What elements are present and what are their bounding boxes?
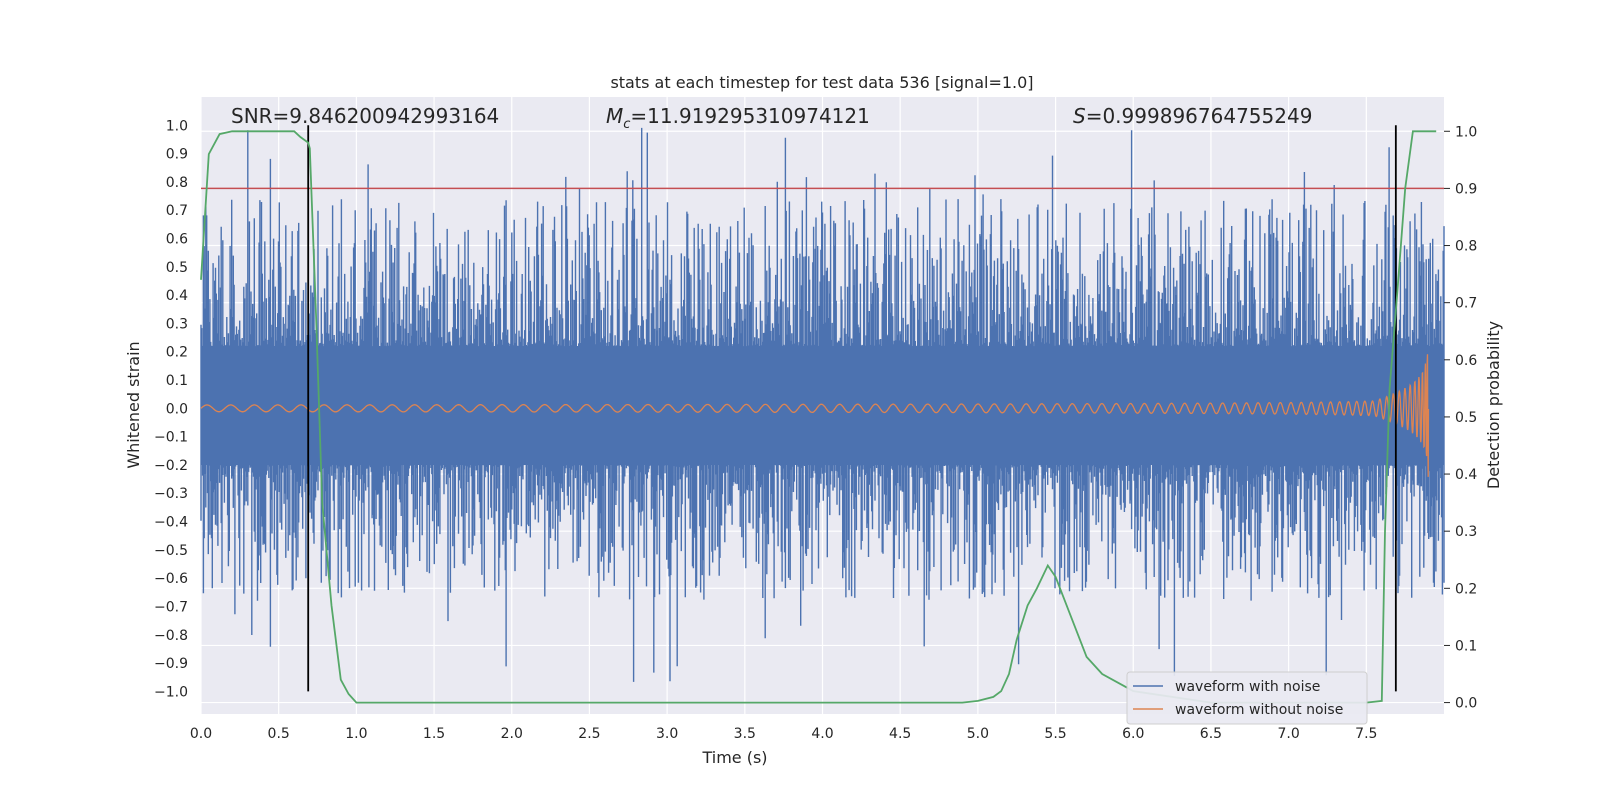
probability-line	[200, 130, 1437, 704]
y-tick-label: 0.3	[166, 316, 188, 332]
y-tick-label: 0.6	[166, 232, 188, 248]
y-tick-label: −0.9	[154, 656, 188, 672]
legend: waveform with noise waveform without noi…	[1126, 671, 1368, 725]
chirp-mass-annotation: Mc=11.919295310974121	[606, 104, 870, 132]
y-tick-label: 0.5	[166, 260, 188, 276]
mc-sub: c	[623, 117, 630, 132]
mc-value: =11.919295310974121	[630, 104, 869, 128]
y2-tick-label: 0.3	[1455, 524, 1477, 540]
s-value: =0.999896764755249	[1086, 104, 1313, 128]
y-tick-label: −0.8	[154, 628, 188, 644]
x-tick-label: 6.0	[1122, 726, 1144, 742]
y2-tick-label: 0.9	[1455, 181, 1477, 197]
y2-tick-label: 0.2	[1455, 581, 1477, 597]
y2-tick-label: 0.4	[1455, 467, 1477, 483]
y2-tick-label: 0.8	[1455, 239, 1477, 255]
x-tick-label: 3.0	[656, 726, 678, 742]
y2-tick-label: 0.6	[1455, 353, 1477, 369]
s-prefix: S	[1073, 104, 1086, 128]
y-tick-label: 0.1	[166, 373, 188, 389]
legend-box	[1126, 671, 1368, 725]
y-tick-label: −0.6	[154, 571, 188, 587]
x-tick-label: 2.0	[501, 726, 523, 742]
y2-tick-label: 1.0	[1455, 124, 1477, 140]
y2-tick-label: 0.5	[1455, 410, 1477, 426]
x-tick-label: 7.5	[1355, 726, 1377, 742]
series-waveform-without-noise	[200, 354, 1430, 477]
snr-annotation: SNR=9.846200942993164	[231, 104, 499, 128]
y-tick-label: −0.5	[154, 543, 188, 559]
y-tick-label: 0.2	[166, 345, 188, 361]
y2-tick-label: 0.7	[1455, 296, 1477, 312]
y-axis-label: Whitened strain	[124, 341, 143, 468]
legend-label-clean: waveform without noise	[1175, 702, 1343, 718]
y-axis-ticks: −1.0 −0.9 −0.8 −0.7 −0.6 −0.5 −0.4 −0.3 −0.2 −0.1…	[154, 118, 188, 700]
y-tick-label: −0.1	[154, 430, 188, 446]
y-tick-label: −0.7	[154, 599, 188, 615]
x-tick-label: 3.5	[734, 726, 756, 742]
x-tick-label: 0.5	[268, 726, 290, 742]
x-tick-label: 4.0	[811, 726, 833, 742]
y-tick-label: −0.2	[154, 458, 188, 474]
y-tick-label: −1.0	[154, 684, 188, 700]
x-tick-label: 6.5	[1200, 726, 1222, 742]
x-tick-label: 7.0	[1277, 726, 1299, 742]
y-tick-label: 1.0	[166, 118, 188, 134]
y-tick-label: 0.0	[166, 401, 188, 417]
x-tick-label: 5.5	[1044, 726, 1066, 742]
y2-axis-ticks: 0.0 0.1 0.2 0.3 0.4 0.5 0.6 0.7 0.8 0.9 1.0	[1444, 124, 1477, 712]
x-tick-label: 2.5	[578, 726, 600, 742]
y2-tick-label: 0.1	[1455, 638, 1477, 654]
plot-area	[200, 125, 1445, 704]
score-annotation: S=0.999896764755249	[1073, 104, 1312, 128]
y-tick-label: 0.7	[166, 203, 188, 219]
legend-label-noise: waveform with noise	[1175, 679, 1320, 695]
y-tick-label: 0.4	[166, 288, 188, 304]
y-tick-label: 0.8	[166, 175, 188, 191]
x-tick-label: 1.0	[345, 726, 367, 742]
x-axis-ticks: 0.0 0.5 1.0 1.5 2.0 2.5 3.0 3.5 4.0 4.5 5.0 5.5 6.0 6…	[190, 726, 1378, 742]
chart-title: stats at each timestep for test data 536…	[610, 73, 1033, 92]
y2-axis-label: Detection probability	[1484, 321, 1503, 489]
y-tick-label: −0.3	[154, 486, 188, 502]
x-tick-label: 0.0	[190, 726, 212, 742]
noise-strokes	[200, 127, 1445, 682]
mc-prefix: M	[606, 104, 623, 128]
y-tick-label: 0.9	[166, 147, 188, 163]
x-axis-label: Time (s)	[701, 748, 767, 767]
vertical-markers	[307, 125, 1397, 692]
x-tick-label: 1.5	[423, 726, 445, 742]
chirp-line	[200, 354, 1430, 477]
series-detection-probability	[200, 130, 1437, 704]
y2-tick-label: 0.0	[1455, 696, 1477, 712]
x-tick-label: 4.5	[889, 726, 911, 742]
x-tick-label: 5.0	[967, 726, 989, 742]
y-tick-label: −0.4	[154, 515, 188, 531]
